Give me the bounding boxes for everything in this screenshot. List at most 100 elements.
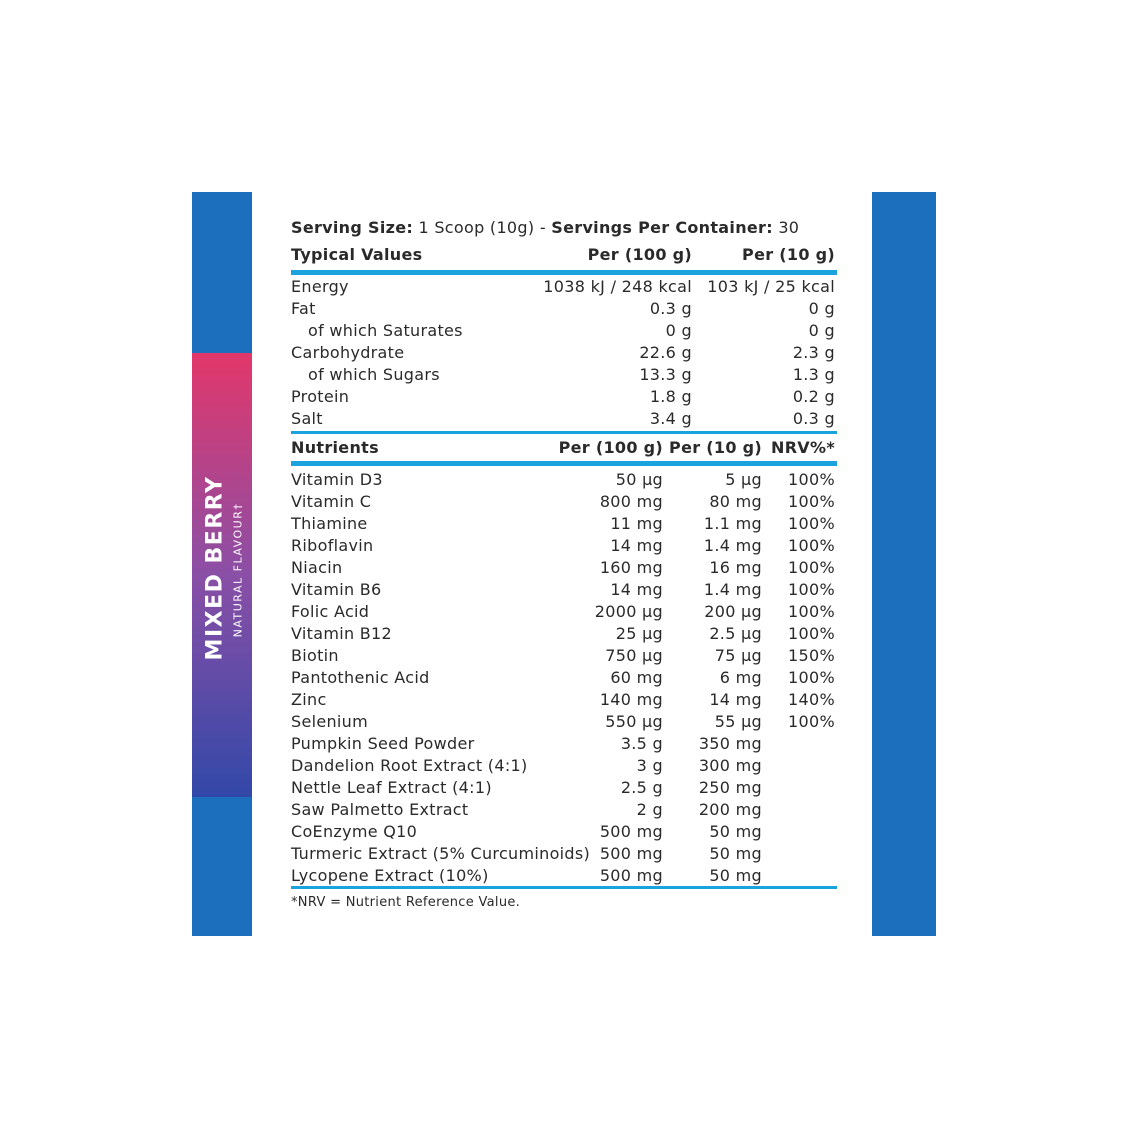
value-cell: 150% — [788, 646, 835, 665]
name-cell: Protein — [291, 387, 350, 406]
value-cell: 100% — [788, 580, 835, 599]
name-cell: Pumpkin Seed Powder — [291, 734, 475, 753]
value-cell: 2.3 g — [792, 343, 835, 362]
value-cell: 2.5 µg — [709, 624, 762, 643]
sub-name-cell: of which Saturates — [308, 321, 463, 340]
name-cell: Fat — [291, 299, 316, 318]
value-cell: 75 µg — [714, 646, 762, 665]
value-cell: 100% — [788, 470, 835, 489]
servings-value: 30 — [778, 218, 800, 237]
value-cell: 14 mg — [709, 690, 762, 709]
value-cell: 0 g — [808, 321, 835, 340]
serving-size-label: Serving Size: — [291, 218, 414, 237]
header-cell: Per (10 g) — [669, 438, 762, 457]
rule — [291, 270, 837, 275]
value-cell: 25 µg — [615, 624, 663, 643]
servings-label: Servings Per Container: — [551, 218, 773, 237]
header-cell: Typical Values — [291, 245, 423, 264]
name-cell: CoEnzyme Q10 — [291, 822, 418, 841]
sub-name-cell: of which Sugars — [308, 365, 440, 384]
name-cell: Thiamine — [291, 514, 368, 533]
name-cell: Pantothenic Acid — [291, 668, 430, 687]
name-cell: Vitamin B12 — [291, 624, 393, 643]
value-cell: 0 g — [665, 321, 692, 340]
header-cell: Nutrients — [291, 438, 379, 457]
value-cell: 800 mg — [599, 492, 663, 511]
value-cell: 50 mg — [709, 822, 762, 841]
separator: - — [539, 218, 546, 237]
value-cell: 3 g — [636, 756, 663, 775]
value-cell: 750 µg — [605, 646, 663, 665]
name-cell: Riboflavin — [291, 536, 374, 555]
name-cell: Folic Acid — [291, 602, 370, 621]
value-cell: 0.3 g — [792, 409, 835, 428]
name-cell: Vitamin D3 — [291, 470, 383, 489]
value-cell: 200 mg — [698, 800, 762, 819]
name-cell: Biotin — [291, 646, 339, 665]
value-cell: 2.5 g — [620, 778, 663, 797]
value-cell: 22.6 g — [639, 343, 692, 362]
value-cell: 14 mg — [610, 580, 663, 599]
value-cell: 14 mg — [610, 536, 663, 555]
value-cell: 200 µg — [704, 602, 762, 621]
value-cell: 100% — [788, 668, 835, 687]
value-cell: 55 µg — [714, 712, 762, 731]
value-cell: 100% — [788, 624, 835, 643]
value-cell: 0.3 g — [649, 299, 692, 318]
name-cell: Lycopene Extract (10%) — [291, 866, 489, 885]
value-cell: 500 mg — [599, 844, 663, 863]
value-cell: 50 µg — [615, 470, 663, 489]
value-cell: 16 mg — [709, 558, 762, 577]
name-cell: Dandelion Root Extract (4:1) — [291, 756, 528, 775]
value-cell: 6 mg — [719, 668, 762, 687]
value-cell: 350 mg — [698, 734, 762, 753]
name-cell: Selenium — [291, 712, 369, 731]
value-cell: 13.3 g — [639, 365, 692, 384]
value-cell: 1.4 mg — [703, 580, 762, 599]
value-cell: 0.2 g — [792, 387, 835, 406]
value-cell: 160 mg — [599, 558, 663, 577]
footnote: *NRV = Nutrient Reference Value. — [291, 895, 521, 910]
header-cell: Per (100 g) — [587, 245, 692, 264]
value-cell: 1.1 mg — [703, 514, 762, 533]
flavour-gradient — [192, 353, 252, 797]
value-cell: 250 mg — [698, 778, 762, 797]
name-cell: Energy — [291, 277, 349, 296]
value-cell: 60 mg — [610, 668, 663, 687]
name-cell: Salt — [291, 409, 323, 428]
value-cell: 140% — [788, 690, 835, 709]
value-cell: 1038 kJ / 248 kcal — [543, 277, 692, 296]
name-cell: Turmeric Extract (5% Curcuminoids) — [291, 844, 591, 863]
value-cell: 140 mg — [599, 690, 663, 709]
right-band — [872, 192, 936, 936]
value-cell: 80 mg — [709, 492, 762, 511]
header-cell: Per (10 g) — [742, 245, 835, 264]
value-cell: 100% — [788, 536, 835, 555]
serving-size: 1 Scoop (10g) — [418, 218, 535, 237]
rule — [291, 886, 837, 889]
header-cell: NRV%* — [771, 438, 835, 457]
value-cell: 500 mg — [599, 822, 663, 841]
value-cell: 2000 µg — [594, 602, 663, 621]
value-cell: 11 mg — [610, 514, 663, 533]
name-cell: Zinc — [291, 690, 327, 709]
flavour-note: NATURAL FLAVOUR† — [231, 502, 245, 638]
name-cell: Carbohydrate — [291, 343, 405, 362]
value-cell: 103 kJ / 25 kcal — [707, 277, 835, 296]
value-cell: 3.4 g — [649, 409, 692, 428]
serving-line: Serving Size: 1 Scoop (10g) - Servings P… — [291, 217, 799, 239]
value-cell: 50 mg — [709, 844, 762, 863]
value-cell: 100% — [788, 492, 835, 511]
header-cell: Per (100 g) — [558, 438, 663, 457]
name-cell: Nettle Leaf Extract (4:1) — [291, 778, 492, 797]
value-cell: 5 µg — [725, 470, 762, 489]
value-cell: 1.8 g — [649, 387, 692, 406]
name-cell: Saw Palmetto Extract — [291, 800, 469, 819]
value-cell: 3.5 g — [620, 734, 663, 753]
value-cell: 1.4 mg — [703, 536, 762, 555]
value-cell: 100% — [788, 712, 835, 731]
name-cell: Vitamin C — [291, 492, 372, 511]
value-cell: 100% — [788, 514, 835, 533]
value-cell: 100% — [788, 602, 835, 621]
